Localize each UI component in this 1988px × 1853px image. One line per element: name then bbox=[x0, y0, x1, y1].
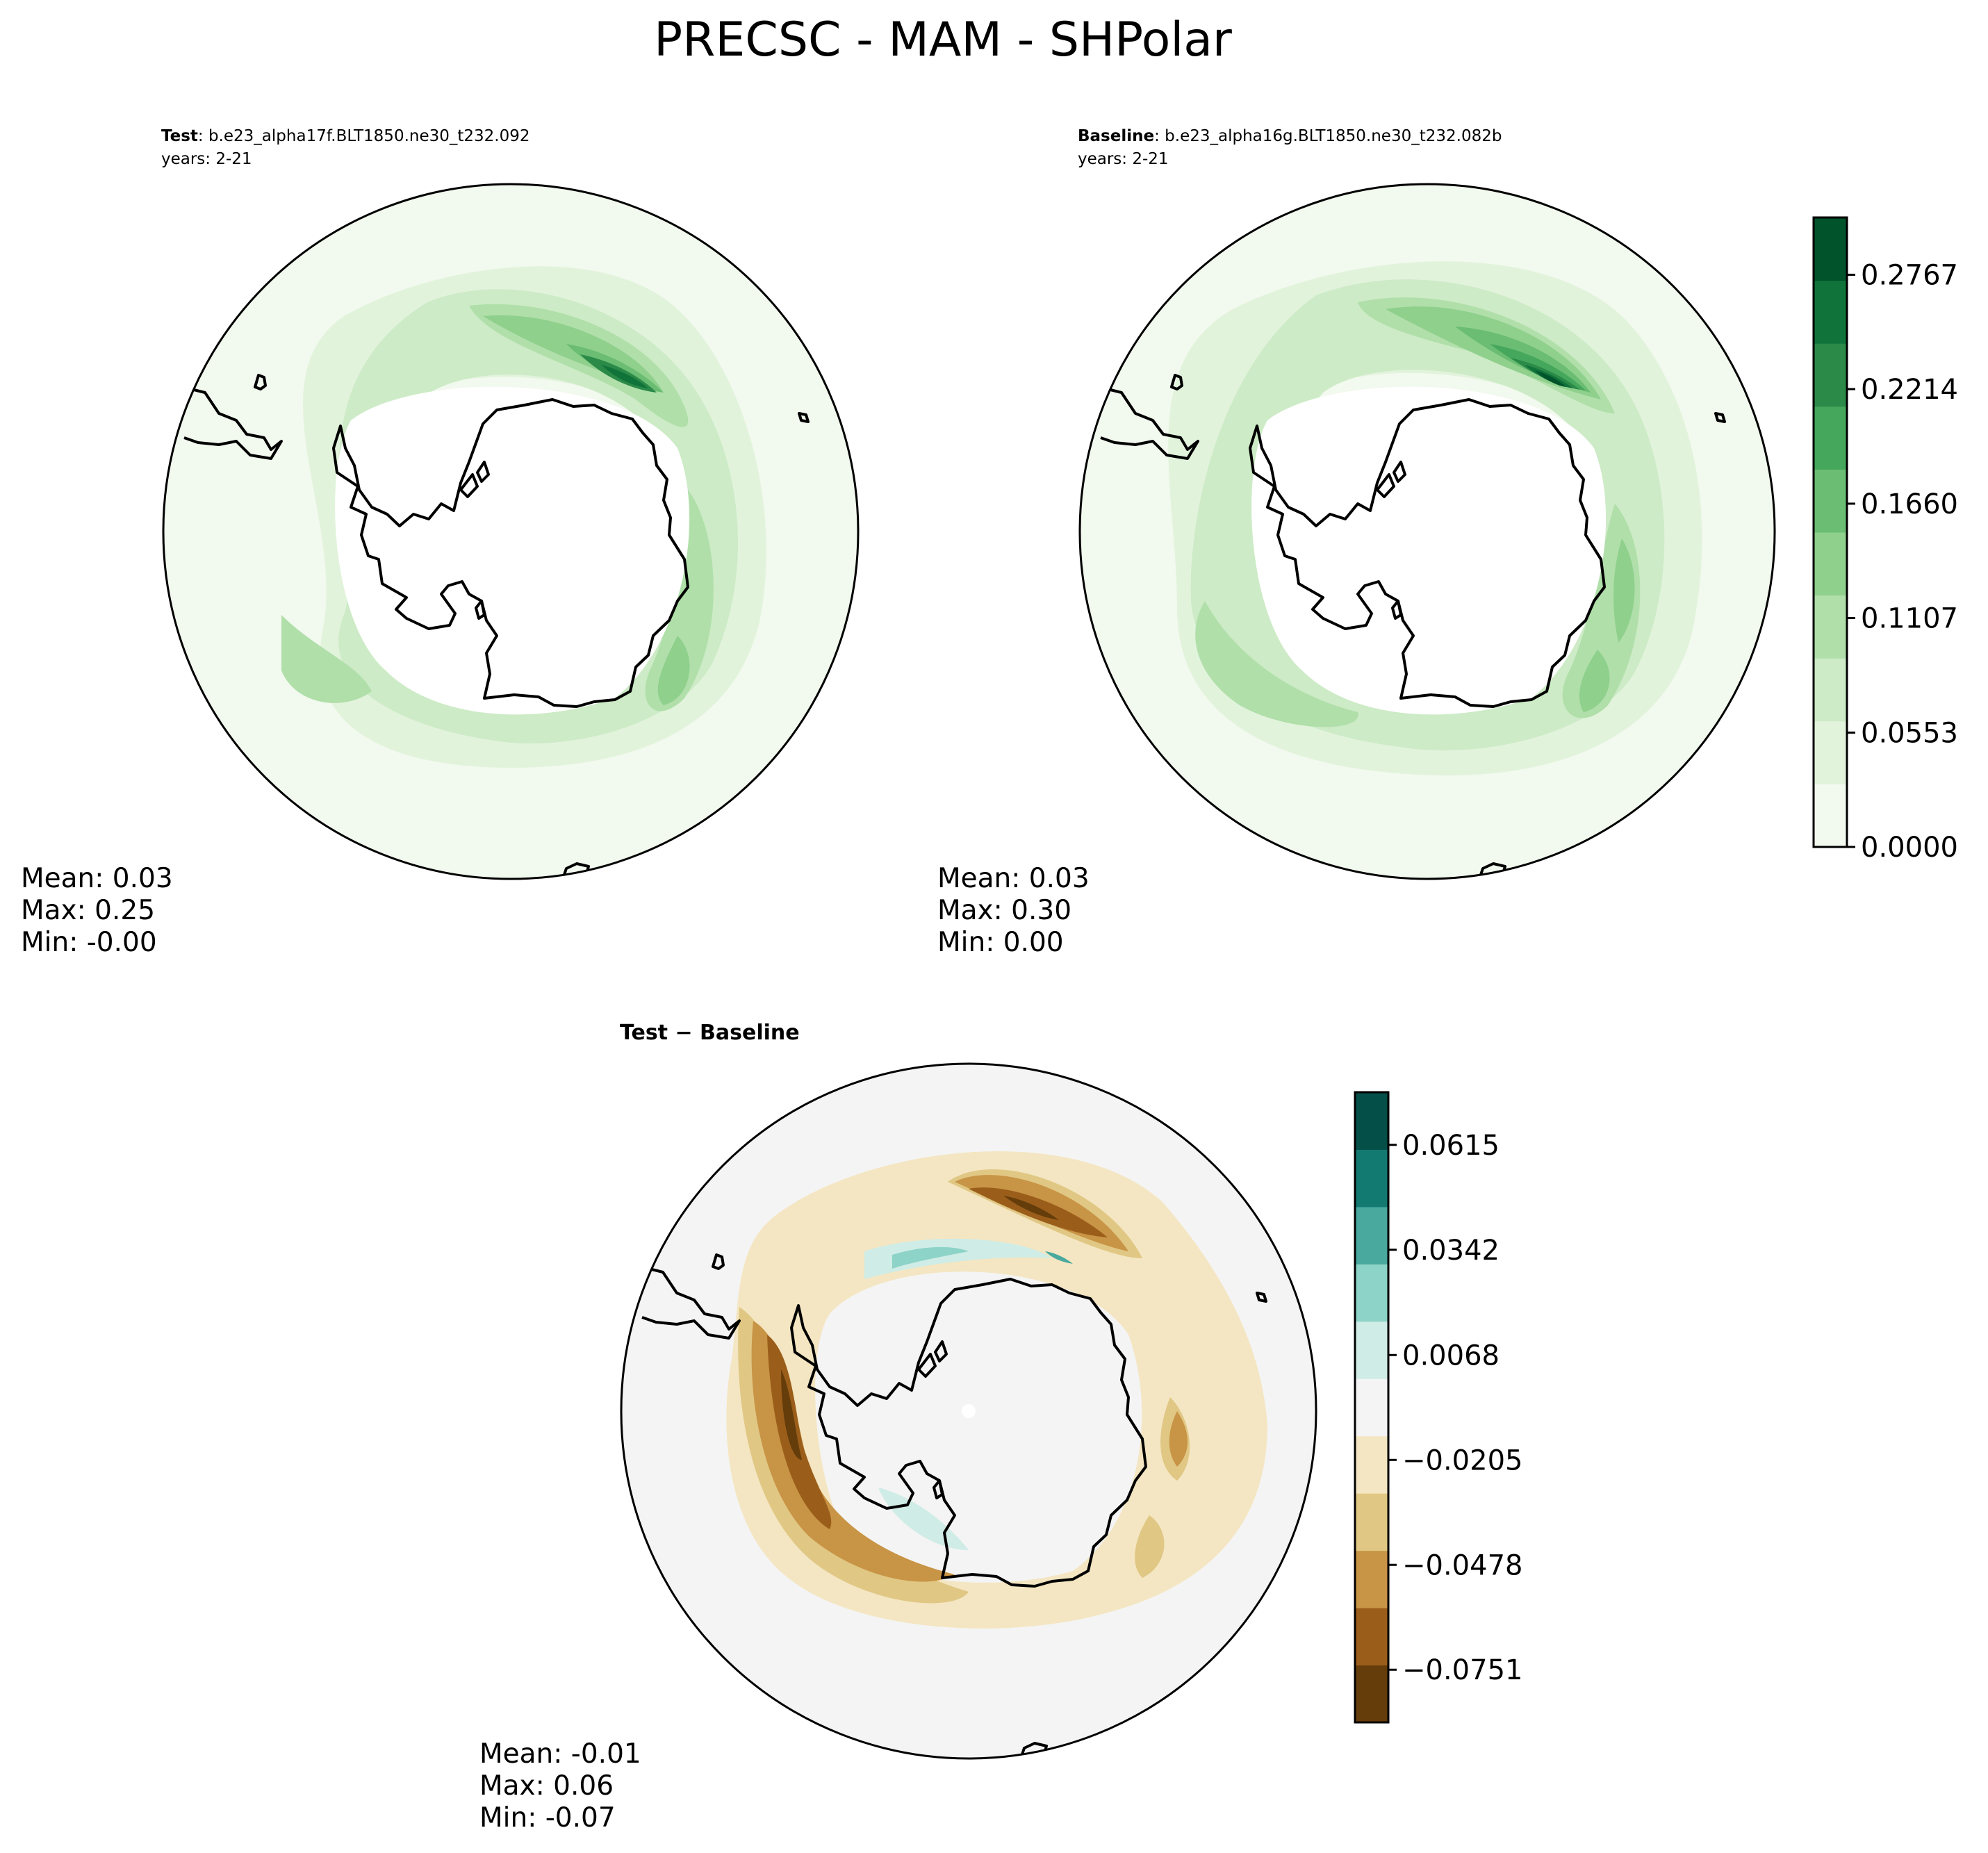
colorbar-tick-label: 0.0000 bbox=[1861, 832, 1958, 864]
baseline-case-name: : b.e23_alpha16g.BLT1850.ne30_t232.082b bbox=[1154, 127, 1502, 145]
test-map bbox=[163, 184, 858, 879]
test-min: Min: -0.00 bbox=[21, 927, 157, 958]
colorbar-tick-label: −0.0751 bbox=[1402, 1654, 1522, 1686]
difference-max: Max: 0.06 bbox=[479, 1770, 614, 1802]
colorbar-segment bbox=[1355, 1550, 1388, 1608]
test-mean: Mean: 0.03 bbox=[21, 863, 173, 894]
test-label: Test bbox=[161, 127, 198, 145]
colorbar-segment bbox=[1355, 1264, 1388, 1322]
difference-map bbox=[621, 1064, 1316, 1759]
baseline-map bbox=[1080, 184, 1775, 879]
colorbar-tick-label: 0.1107 bbox=[1861, 603, 1958, 635]
colorbar-segment bbox=[1814, 406, 1847, 470]
colorbar-tick-label: −0.0478 bbox=[1402, 1549, 1522, 1581]
colorbar-tick-label: 0.2214 bbox=[1861, 374, 1958, 406]
colorbar-frame bbox=[1354, 1091, 1390, 1724]
test-map-boundary bbox=[162, 183, 860, 880]
colorbar-tick-label: 0.2767 bbox=[1861, 259, 1958, 291]
test-panel: Test: b.e23_alpha17f.BLT1850.ne30_t232.0… bbox=[21, 127, 860, 958]
test-case-title: Test: b.e23_alpha17f.BLT1850.ne30_t232.0… bbox=[161, 127, 530, 145]
colorbar-segment bbox=[1814, 784, 1847, 848]
suptitle: PRECSC - MAM - SHPolar bbox=[654, 13, 1232, 67]
colorbar-segment bbox=[1814, 343, 1847, 407]
colorbar-segment bbox=[1814, 532, 1847, 596]
colorbar-difference: −0.0751 −0.0478 −0.0205 0.0068 0.0342 0.0615 bbox=[1354, 1091, 1522, 1724]
colorbar-segment bbox=[1355, 1378, 1388, 1437]
difference-mean: Mean: -0.01 bbox=[479, 1738, 641, 1770]
colorbar-tick-label: −0.0205 bbox=[1402, 1444, 1522, 1476]
colorbar-segment bbox=[1355, 1321, 1388, 1379]
difference-min: Min: -0.07 bbox=[479, 1802, 616, 1834]
colorbar-segment bbox=[1355, 1149, 1388, 1208]
colorbar-segment bbox=[1814, 658, 1847, 722]
colorbar-segment bbox=[1355, 1493, 1388, 1551]
colorbar-frame bbox=[1812, 216, 1848, 848]
colorbar-segment bbox=[1355, 1206, 1388, 1265]
colorbar-tick-label: 0.1660 bbox=[1861, 488, 1958, 520]
colorbar-segment bbox=[1814, 595, 1847, 659]
colorbar-segment bbox=[1355, 1092, 1388, 1150]
colorbar-precip: 0.0000 0.0553 0.1107 0.1660 0.2214 0.2767 bbox=[1812, 216, 1958, 864]
baseline-label: Baseline bbox=[1078, 127, 1154, 145]
test-max: Max: 0.25 bbox=[21, 895, 155, 926]
baseline-max: Max: 0.30 bbox=[937, 895, 1071, 926]
baseline-mean: Mean: 0.03 bbox=[937, 863, 1090, 894]
baseline-years: years: 2-21 bbox=[1078, 150, 1169, 168]
difference-map-boundary bbox=[620, 1062, 1317, 1760]
colorbar-tick-label: 0.0553 bbox=[1861, 717, 1958, 749]
baseline-min: Min: 0.00 bbox=[937, 927, 1064, 958]
colorbar-segment bbox=[1814, 469, 1847, 533]
colorbar-segment bbox=[1814, 720, 1847, 784]
baseline-panel: Baseline: b.e23_alpha16g.BLT1850.ne30_t2… bbox=[937, 127, 1776, 958]
colorbar-tick-label: 0.0615 bbox=[1402, 1130, 1500, 1162]
test-years: years: 2-21 bbox=[161, 150, 252, 168]
difference-panel: Test − Baseline bbox=[479, 1021, 1317, 1834]
baseline-case-title: Baseline: b.e23_alpha16g.BLT1850.ne30_t2… bbox=[1078, 127, 1502, 145]
colorbar-segment bbox=[1814, 280, 1847, 344]
baseline-map-boundary bbox=[1078, 183, 1776, 880]
colorbar-segment bbox=[1355, 1608, 1388, 1666]
colorbar-tick-label: 0.0342 bbox=[1402, 1235, 1500, 1267]
difference-title: Test − Baseline bbox=[620, 1021, 800, 1045]
test-case-name: : b.e23_alpha17f.BLT1850.ne30_t232.092 bbox=[198, 127, 530, 145]
colorbar-tick-label: 0.0068 bbox=[1402, 1340, 1500, 1372]
colorbar-segment bbox=[1355, 1435, 1388, 1494]
colorbar-segment bbox=[1355, 1665, 1388, 1723]
colorbar-segment bbox=[1814, 217, 1847, 281]
